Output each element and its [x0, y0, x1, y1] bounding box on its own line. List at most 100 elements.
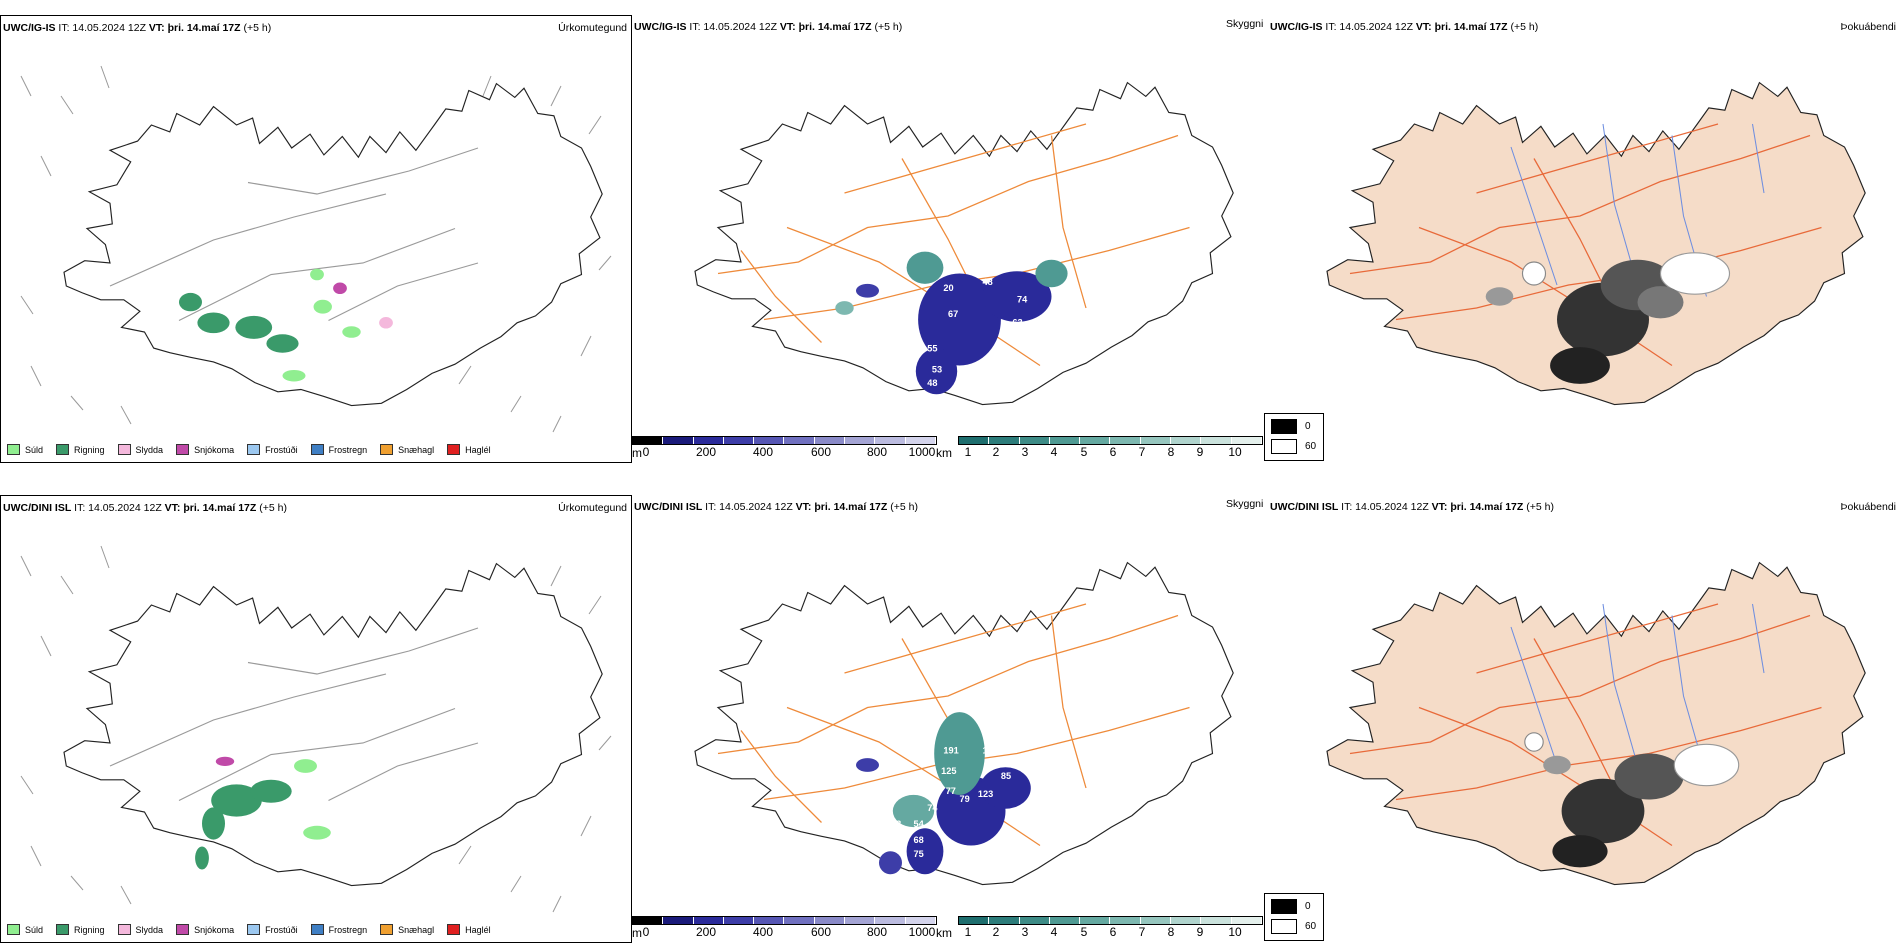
panel-title: Úrkomutegund: [558, 22, 627, 34]
legend-item: Slydda: [117, 924, 163, 935]
tick-label: 7: [1138, 445, 1146, 459]
cloud-label: 45: [897, 369, 907, 379]
tick-label: 1000: [908, 925, 936, 939]
tick-label: 0: [642, 445, 650, 459]
precip-panel-top: UWC/IG-IS IT: 14.05.2024 12Z VT: þri. 14…: [0, 15, 632, 463]
visibility-scale: 1 2 3 4 5 6 7 8 9 10 km: [936, 916, 1263, 940]
tick-label: 5: [1080, 445, 1088, 459]
tick-label: 800: [866, 925, 888, 939]
panel-title: Þokuábendi: [1840, 21, 1896, 33]
panel-title: Þokuábendi: [1840, 501, 1896, 513]
tick-label: 400: [752, 925, 774, 939]
fog-areas: [1485, 252, 1731, 384]
panel-header: UWC/IG-IS IT: 14.05.2024 12Z VT: þri. 14…: [634, 21, 903, 33]
cloud-label: 58: [897, 337, 907, 347]
cloud-label: 48: [927, 378, 937, 388]
tick-label: 1: [964, 925, 972, 939]
tick-label: 9: [1196, 925, 1204, 939]
tick-label: 0: [642, 925, 650, 939]
cloud-label: 20: [943, 283, 953, 293]
tick-label: 200: [695, 445, 717, 459]
precip-legend: Súld Rigning Slydda Snjókoma Frostúði Fr…: [7, 924, 504, 935]
cloud-label: 191: [943, 746, 958, 756]
fog-areas: [1524, 732, 1740, 868]
fog-legend: 0 60: [1264, 413, 1324, 461]
precip-legend: Súld Rigning Slydda Snjókoma Frostúði Fr…: [7, 444, 504, 455]
legend-item: Snæhagl: [380, 924, 434, 935]
tick-label: 2: [992, 445, 1000, 459]
cloud-label: 77: [946, 786, 956, 796]
cloud-label: 74: [927, 803, 938, 813]
precip-map: [20, 65, 612, 433]
precip-panel-bottom: UWC/DINI ISL IT: 14.05.2024 12Z VT: þri.…: [0, 495, 632, 943]
panel-title: Úrkomutegund: [558, 502, 627, 514]
panel-title: Skyggni: [1226, 498, 1264, 510]
ceiling-scale: 0 200 400 600 800 1000 m: [632, 916, 937, 940]
tick-label: 7: [1138, 925, 1146, 939]
unit-label: m: [632, 926, 642, 940]
fog-map: [1326, 82, 1866, 406]
legend-item: Snjókoma: [176, 444, 234, 455]
cloud-map: 239 16 191 125 77 79 123 74 54 68 75 183…: [694, 562, 1234, 886]
fog-legend: 0 60: [1264, 893, 1324, 941]
fog-panel-top: UWC/IG-IS IT: 14.05.2024 12Z VT: þri. 14…: [1264, 15, 1900, 463]
tick-label: 2: [992, 925, 1000, 939]
legend-item: Rigning: [56, 444, 105, 455]
cloud-map: 66 20 48 67 74 63 55 53 48 45 58: [694, 82, 1234, 406]
cloud-label: 125: [941, 766, 956, 776]
precip-map: [20, 545, 612, 913]
tick-label: 9: [1196, 445, 1204, 459]
tick-label: 3: [1021, 925, 1029, 939]
cloud-label: 53: [932, 364, 942, 374]
legend-item: Frostregn: [310, 924, 367, 935]
legend-item: Frostregn: [310, 444, 367, 455]
legend-item: Frostúði: [247, 924, 298, 935]
legend-item: Rigning: [56, 924, 105, 935]
cloud-label: 123: [978, 789, 993, 799]
cloud-label: 67: [948, 309, 958, 319]
tick-label: 1000: [908, 445, 936, 459]
fog-panel-bottom: UWC/DINI ISL IT: 14.05.2024 12Z VT: þri.…: [1264, 495, 1900, 943]
tick-label: 8: [1167, 925, 1175, 939]
tick-label: 200: [695, 925, 717, 939]
visibility-scale: 1 2 3 4 5 6 7 8 9 10 km: [936, 436, 1263, 460]
panel-header: UWC/DINI ISL IT: 14.05.2024 12Z VT: þri.…: [634, 501, 918, 513]
legend-item: Súld: [7, 924, 43, 935]
tick-label: 1: [964, 445, 972, 459]
cloud-label: 54: [914, 819, 925, 829]
precip-areas: [179, 268, 393, 382]
tick-label: 4: [1050, 445, 1058, 459]
panel-header: UWC/DINI ISL IT: 14.05.2024 12Z VT: þri.…: [3, 502, 287, 514]
tick-label: 400: [752, 445, 774, 459]
tick-label: 5: [1080, 925, 1088, 939]
unit-label: km: [936, 446, 952, 460]
cloud-areas: [856, 712, 1031, 875]
unit-label: km: [936, 926, 952, 940]
panel-header: UWC/IG-IS IT: 14.05.2024 12Z VT: þri. 14…: [1270, 21, 1539, 33]
unit-label: m: [632, 446, 642, 460]
cloud-panel-bottom: UWC/DINI ISL IT: 14.05.2024 12Z VT: þri.…: [632, 495, 1268, 943]
cloud-label: 16: [914, 728, 924, 738]
tick-label: 10: [1228, 445, 1242, 459]
cloud-areas: [835, 251, 1068, 395]
legend-item: Haglél: [447, 924, 491, 935]
tick-label: 800: [866, 445, 888, 459]
legend-item: Haglél: [447, 444, 491, 455]
tick-label: 10: [1228, 925, 1242, 939]
cloud-label: 55: [927, 344, 937, 354]
precip-areas: [195, 756, 331, 870]
cloud-label: 74: [1017, 294, 1028, 304]
legend-item: Snjókoma: [176, 924, 234, 935]
legend-item: Súld: [7, 444, 43, 455]
cloud-label: 85: [1001, 771, 1011, 781]
cloud-label: 63: [1012, 317, 1022, 327]
cloud-label: 66: [964, 254, 974, 264]
cloud-label: 68: [914, 835, 924, 845]
tick-label: 4: [1050, 925, 1058, 939]
tick-label: 600: [810, 445, 832, 459]
cloud-label: 239: [948, 700, 963, 710]
tick-label: 3: [1021, 445, 1029, 459]
panel-header: UWC/IG-IS IT: 14.05.2024 12Z VT: þri. 14…: [3, 22, 272, 34]
panel-title: Skyggni: [1226, 18, 1264, 30]
cloud-label: 48: [983, 277, 993, 287]
